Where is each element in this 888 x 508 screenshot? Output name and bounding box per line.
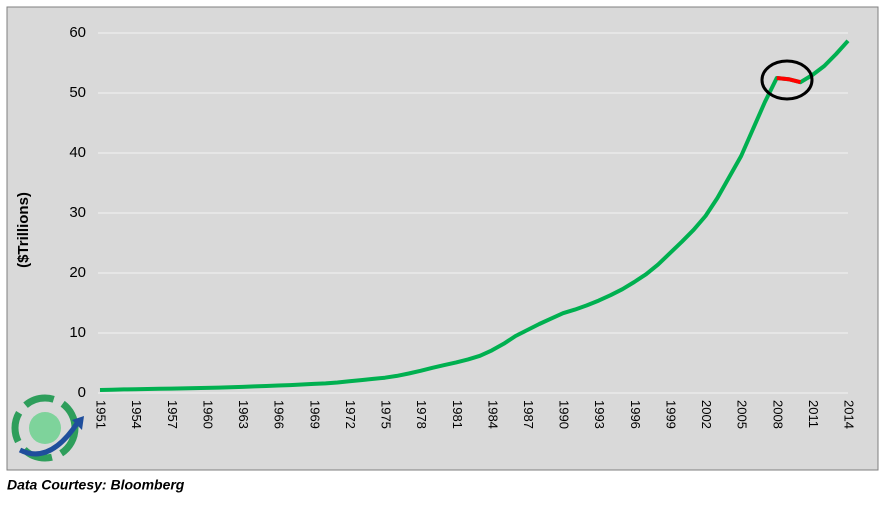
y-tick-label: 20 [69,264,86,281]
x-tick-label: 1975 [379,400,394,429]
x-tick-label: 2008 [770,400,785,429]
x-tick-label: 1960 [200,400,215,429]
x-tick-label: 1966 [272,400,287,429]
logo [11,394,84,462]
y-tick-label: 50 [69,84,86,101]
x-tick-label: 1957 [165,400,180,429]
x-tick-label: 2014 [842,400,857,429]
footer: Data Courtesy: Bloomberg [7,477,185,493]
y-tick-label: 40 [69,144,86,161]
logo-arrow [18,420,81,457]
x-tick-label: 1981 [450,400,465,429]
x-tick-label: 1963 [236,400,251,429]
y-tick-label: 30 [69,204,86,221]
x-tick-label: 2002 [699,400,714,429]
x-tick-label: 1984 [485,400,500,429]
x-tick-label: 2011 [806,400,821,428]
highlight-circle [760,59,814,101]
y-axis-label: ($Trillions) [15,192,32,268]
logo-arrowhead [72,416,84,430]
x-tick-label: 1951 [94,400,109,429]
x-tick-label: 1978 [414,400,429,429]
x-tick-label: 1969 [307,400,322,429]
x-tick-label: 1999 [663,400,678,429]
y-tick-label: 10 [69,324,86,341]
x-tick-label: 1972 [343,400,358,429]
y-tick-label: 60 [69,24,86,41]
y-tick-label: 0 [78,384,86,401]
lines [99,39,850,392]
x-tick-label: 1993 [592,400,607,429]
logo-core [29,412,61,444]
x-tick-label: 1990 [557,400,572,429]
x-tick-label: 2005 [735,400,750,429]
x-tick-label: 1996 [628,400,643,429]
x-tick-label: 1987 [521,400,536,429]
x-tick-label: 1954 [129,400,144,429]
data-line [776,76,801,85]
grid [98,32,848,394]
data-line [99,39,850,392]
